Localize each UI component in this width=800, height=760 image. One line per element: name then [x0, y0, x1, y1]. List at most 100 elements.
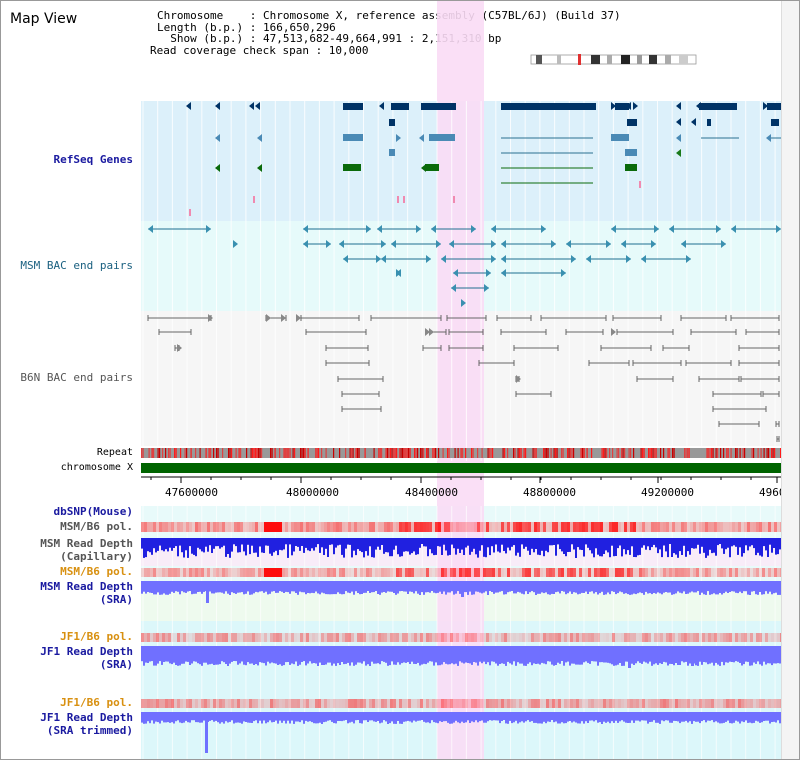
polymorphism-cell [465, 522, 468, 532]
repeat-element [358, 448, 360, 458]
track-label-msm-depth-capillary-sub: (Capillary) [60, 550, 133, 563]
repeat-element [390, 448, 392, 458]
depth-bar [661, 591, 663, 595]
depth-bar [629, 591, 631, 595]
polymorphism-cell [735, 522, 738, 532]
repeat-element [373, 448, 375, 458]
depth-bar [227, 544, 229, 554]
repeat-element [186, 448, 188, 458]
depth-bar [767, 720, 769, 721]
polymorphism-cell [729, 522, 732, 532]
repeat-element [624, 448, 626, 458]
track-label-chromosome[interactable]: chromosome X [60, 462, 133, 473]
depth-bar [249, 720, 251, 723]
depth-bar [535, 544, 537, 549]
vertical-scrollbar[interactable] [781, 1, 799, 759]
depth-bar [257, 720, 259, 724]
depth-bar [767, 544, 769, 557]
depth-bar [605, 591, 607, 595]
gene-arrow [186, 102, 191, 110]
depth-bar [697, 720, 699, 722]
polymorphism-cell [183, 522, 186, 532]
polymorphism-cell [378, 522, 381, 532]
depth-bar [527, 544, 529, 551]
polymorphism-cell [609, 522, 612, 532]
depth-bar [361, 591, 363, 594]
polymorphism-cell [342, 522, 345, 532]
track-label-jf1-b6-pol-2[interactable]: JF1/B6 pol. [60, 696, 133, 709]
polymorphism-cell [579, 699, 582, 708]
depth-bar [307, 661, 309, 664]
highlight-region[interactable] [437, 1, 484, 760]
track-label-msm-bac[interactable]: MSM BAC end pairs [20, 259, 133, 272]
track-label-msm-depth-capillary[interactable]: MSM Read Depth [40, 537, 133, 550]
track-label-msm-b6-pol[interactable]: MSM/B6 pol. [60, 520, 133, 533]
repeat-element [555, 448, 557, 458]
repeat-element [550, 448, 552, 458]
track-label-msm-depth-sra[interactable]: MSM Read Depth [40, 580, 133, 593]
msm-bac-track[interactable] [148, 225, 781, 307]
polymorphism-cell [567, 522, 570, 532]
depth-bar [187, 591, 189, 592]
depth-bar [307, 591, 309, 593]
depth-bar [509, 544, 511, 551]
polymorphism-cell [696, 568, 699, 577]
polymorphism-cell [189, 568, 192, 577]
depth-bar [681, 591, 683, 594]
polymorphism-cell [519, 633, 522, 642]
depth-bar [279, 720, 281, 721]
depth-bar [577, 544, 579, 548]
read-depth-tracks[interactable] [141, 538, 781, 753]
depth-bar [727, 544, 729, 548]
b6n-bac-track[interactable] [147, 314, 780, 442]
polymorphism-cell [345, 522, 348, 532]
depth-bar [471, 544, 473, 552]
track-label-refseq[interactable]: RefSeq Genes [53, 153, 133, 166]
track-label-repeat[interactable]: Repeat [96, 447, 133, 458]
depth-bar [341, 661, 343, 662]
depth-bar [423, 720, 425, 722]
chromosome-ideogram[interactable] [530, 54, 697, 65]
polymorphism-cell [597, 568, 600, 577]
polymorphism-cell [651, 568, 654, 577]
polymorphism-cell [228, 568, 231, 577]
polymorphism-tracks[interactable] [141, 522, 783, 708]
track-label-jf1-depth-sra[interactable]: JF1 Read Depth [40, 645, 133, 658]
polymorphism-cell [666, 699, 669, 708]
refseq-genes-track[interactable] [186, 102, 781, 216]
polymorphism-cell [243, 568, 246, 577]
polymorphism-cell [429, 568, 432, 577]
track-label-msm-b6-pol-2[interactable]: MSM/B6 pol. [60, 565, 133, 578]
polymorphism-cell [516, 568, 519, 577]
depth-bar [315, 591, 317, 592]
polymorphism-cell [207, 699, 210, 708]
depth-bar [481, 661, 483, 664]
depth-bar [337, 661, 339, 664]
depth-bar [453, 661, 455, 665]
repeat-element [465, 448, 467, 458]
depth-bar [631, 661, 633, 664]
polymorphism-cell [153, 633, 156, 642]
depth-bar [365, 591, 367, 593]
track-label-dbsnp[interactable]: dbSNP(Mouse) [53, 505, 133, 518]
depth-bar [761, 544, 763, 557]
repeat-track[interactable] [141, 448, 782, 458]
polymorphism-cell [663, 699, 666, 708]
track-label-b6n-bac[interactable]: B6N BAC end pairs [20, 371, 133, 384]
depth-bar [237, 661, 239, 665]
polymorphism-cell [774, 633, 777, 642]
track-label-jf1-depth-trimmed[interactable]: JF1 Read Depth [40, 711, 133, 724]
polymorphism-cell [387, 699, 390, 708]
depth-bar [657, 544, 659, 554]
depth-bar [321, 661, 323, 665]
track-label-jf1-b6-pol[interactable]: JF1/B6 pol. [60, 630, 133, 643]
depth-bar [773, 544, 775, 548]
depth-bar [161, 661, 163, 665]
polymorphism-cell [411, 568, 414, 577]
polymorphism-cell [768, 633, 771, 642]
repeat-element [766, 448, 768, 458]
chromosome-bar[interactable] [141, 463, 781, 473]
depth-bar [207, 544, 209, 552]
depth-bar [423, 544, 425, 547]
